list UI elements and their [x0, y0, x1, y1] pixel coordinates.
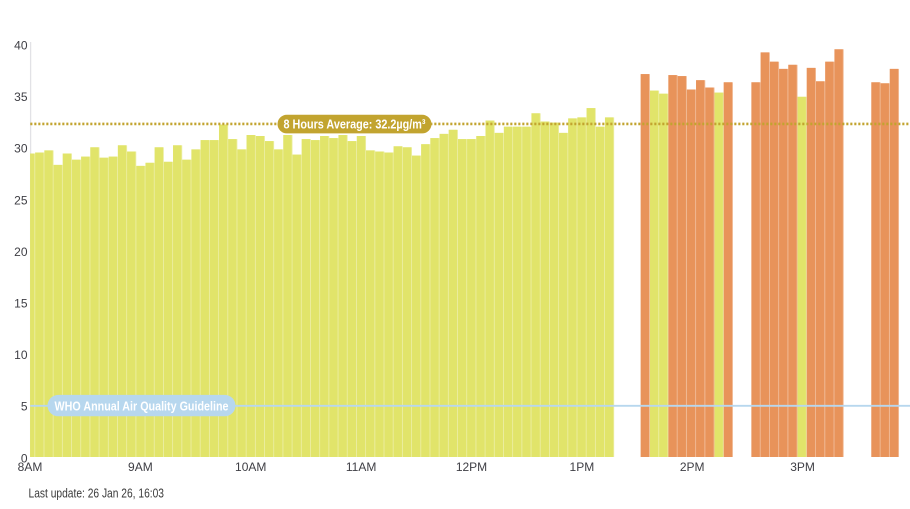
- svg-text:11AM: 11AM: [346, 460, 376, 474]
- svg-text:0: 0: [21, 451, 28, 465]
- svg-text:30: 30: [14, 142, 28, 156]
- svg-text:25: 25: [14, 193, 28, 207]
- svg-text:8 Hours Average: 32.2µg/m³: 8 Hours Average: 32.2µg/m³: [284, 117, 427, 132]
- svg-text:10AM: 10AM: [235, 460, 266, 474]
- svg-text:15: 15: [14, 297, 28, 311]
- svg-text:2PM: 2PM: [680, 460, 705, 474]
- svg-text:9AM: 9AM: [128, 460, 153, 474]
- svg-text:35: 35: [14, 90, 28, 104]
- svg-text:3PM: 3PM: [790, 460, 815, 474]
- svg-text:40: 40: [14, 38, 28, 52]
- svg-text:12PM: 12PM: [456, 460, 487, 474]
- svg-text:10: 10: [14, 348, 28, 362]
- svg-text:WHO Annual Air Quality Guideli: WHO Annual Air Quality Guideline: [55, 399, 229, 414]
- svg-text:20: 20: [14, 245, 28, 259]
- svg-text:Last update: 26 Jan 26, 16:03: Last update: 26 Jan 26, 16:03: [29, 486, 165, 501]
- svg-text:1PM: 1PM: [570, 460, 595, 474]
- svg-text:8AM: 8AM: [18, 460, 43, 474]
- svg-text:5: 5: [21, 400, 28, 414]
